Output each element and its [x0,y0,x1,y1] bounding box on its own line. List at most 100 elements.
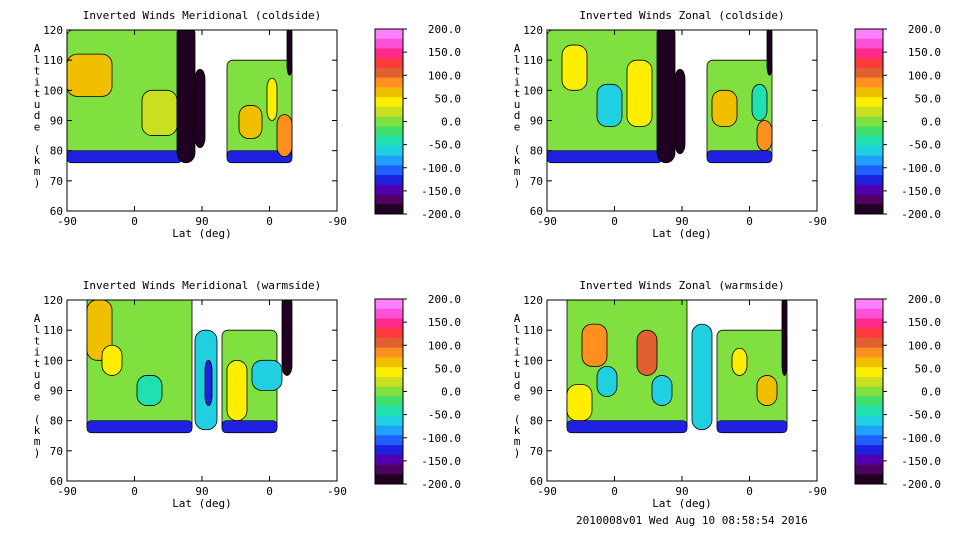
svg-text:l: l [34,323,41,336]
svg-text:u: u [514,98,521,111]
colorbar-tick-label: -150.0 [421,455,461,468]
heatmap-region [276,114,293,158]
y-tick-label: 110 [523,324,543,337]
svg-text:d: d [34,109,41,122]
colorbar-tick-label: 50.0 [435,92,462,105]
colorbar-swatch [375,155,403,166]
colorbar-swatch [375,175,403,186]
colorbar-swatch [855,435,883,446]
x-tick-label: 0 [746,485,753,498]
svg-text:t: t [34,357,41,370]
y-tick-label: 110 [43,54,63,67]
colorbar-swatch [855,328,883,339]
colorbar-swatch [375,77,403,88]
svg-text:i: i [514,76,521,89]
colorbar-tick-label: 100.0 [908,69,941,82]
y-tick-label: 80 [530,145,543,158]
svg-text:k: k [514,154,521,167]
colorbar-tick-label: 50.0 [435,362,462,375]
x-axis-label: Lat (deg) [172,497,232,510]
x-tick-label: 0 [611,215,618,228]
colorbar-swatch [855,58,883,69]
colorbar-swatch [855,155,883,166]
heatmap-region-edge [547,150,663,164]
y-tick-label: 90 [50,385,63,398]
colorbar-tick-label: 150.0 [428,46,461,59]
heatmap-region [238,105,263,139]
heatmap-region [226,359,248,422]
svg-text:i: i [514,346,521,359]
x-tick-label: -90 [57,215,77,228]
colorbar-tick-label: 200.0 [908,23,941,36]
heatmap-region [67,53,113,97]
colorbar-tick-label: -100.0 [421,432,461,445]
colorbar-swatch [375,337,403,349]
svg-text:i: i [34,76,41,89]
colorbar-tick-label: 200.0 [428,293,461,306]
heatmap-region [281,300,293,376]
colorbar-tick-label: -50.0 [428,409,461,422]
colorbar-swatch [855,299,883,310]
x-tick-label: 90 [675,215,688,228]
colorbar-tick-label: 150.0 [908,316,941,329]
colorbar-tick-label: 50.0 [915,92,942,105]
colorbar-tick-label: -200.0 [901,208,941,221]
heatmap-region [596,365,618,397]
y-tick-label: 60 [50,205,63,218]
svg-text:d: d [514,109,521,122]
colorbar-swatch [375,299,403,310]
y-tick-label: 90 [530,385,543,398]
x-tick-label: 0 [746,215,753,228]
y-tick-label: 120 [43,294,63,307]
chart-title: Inverted Winds Zonal (coldside) [579,9,784,22]
svg-text:e: e [34,120,41,133]
x-axis-label: Lat (deg) [652,497,712,510]
svg-text:A: A [34,312,41,325]
svg-text:t: t [514,357,521,370]
y-tick-label: 100 [523,354,543,367]
svg-text:t: t [34,87,41,100]
heatmap-region [266,77,278,121]
svg-text:): ) [34,176,41,189]
colorbar-tick-label: -50.0 [908,409,941,422]
y-tick-label: 90 [50,115,63,128]
svg-text:l: l [514,323,521,336]
colorbar-tick-label: -200.0 [421,208,461,221]
heatmap-regions [566,300,788,434]
colorbar-swatch [375,48,403,59]
colorbar-swatch [375,184,403,196]
heatmap-region [204,359,213,406]
colorbar-swatch [855,67,883,79]
colorbar-swatch [855,97,883,108]
chart-title: Inverted Winds Meridional (warmside) [83,279,321,292]
colorbar: 200.0 150.0 100.0 50.0 0.0 -50.0 -100.0 -150.0 -… [854,23,942,221]
colorbar-swatch [855,318,883,329]
svg-text:t: t [514,87,521,100]
colorbar: 200.0 150.0 100.0 50.0 0.0 -50.0 -100.0 -150.0 -… [374,293,462,491]
y-tick-label: 100 [43,354,63,367]
x-tick-label: 90 [195,485,208,498]
colorbar-tick-label: 200.0 [908,293,941,306]
colorbar-swatch [375,126,403,137]
heatmap-region [141,89,178,136]
x-tick-label: -90 [807,215,827,228]
colorbar-swatch [855,116,883,127]
panel-meridional-warmside: Inverted Winds Meridional (warmside) -90 0… [0,270,480,540]
colorbar-tick-label: -100.0 [901,162,941,175]
colorbar-tick-label: -50.0 [908,139,941,152]
colorbar-swatch [375,194,403,205]
colorbar-tick-label: -50.0 [428,139,461,152]
svg-text:k: k [34,154,41,167]
colorbar-swatch [855,87,883,98]
svg-text:e: e [34,390,41,403]
svg-text:): ) [514,446,521,459]
colorbar-swatch [375,29,403,40]
colorbar-swatch [375,357,403,368]
colorbar-swatch [375,136,403,147]
colorbar-swatch [375,376,403,388]
colorbar-swatch [855,38,883,49]
colorbar-tick-label: 100.0 [908,339,941,352]
heatmap-region-edge [716,420,788,434]
y-tick-label: 80 [50,145,63,158]
panel-zonal-coldside: Inverted Winds Zonal (coldside) -90 0 90 0 -9… [480,0,960,270]
